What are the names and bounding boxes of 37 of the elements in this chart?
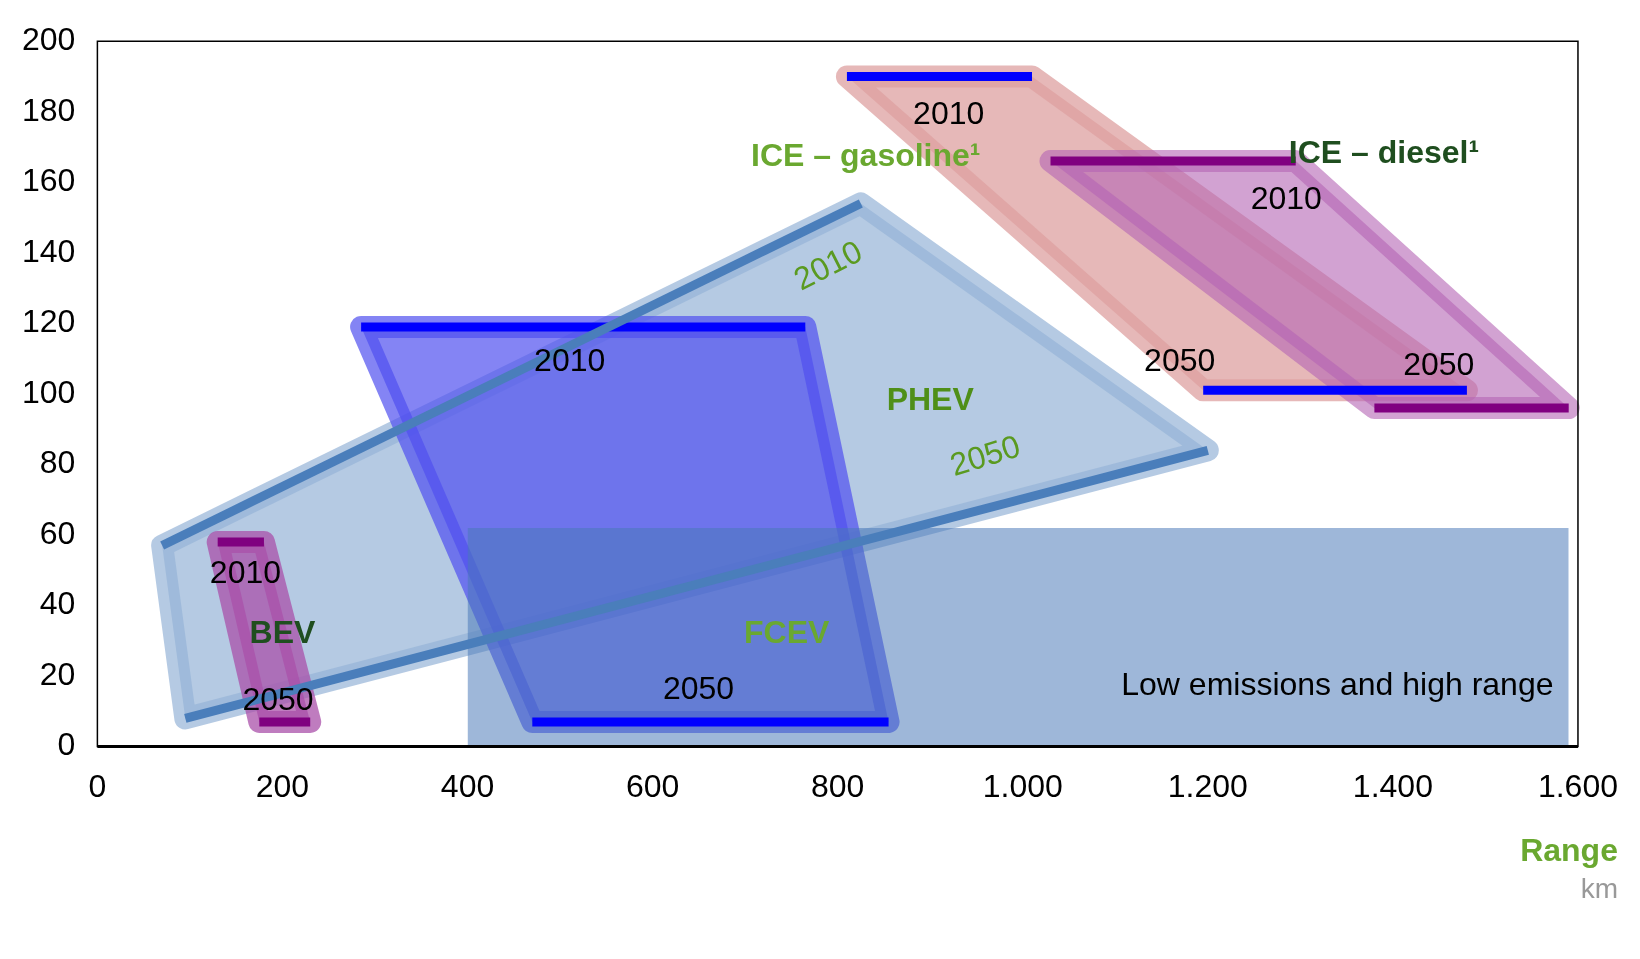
y-tick-label: 100 [22,373,76,410]
y-tick-label: 160 [22,162,76,199]
x-tick-label: 200 [255,767,310,804]
annotation: FCEV [744,613,831,650]
annotation: 2050 [242,680,314,717]
annotation: ICE – gasoline¹ [751,137,981,174]
x-tick-label: 1.600 [1537,767,1618,804]
x-tick-label: 1.400 [1352,767,1433,804]
x-tick-label: 1.200 [1167,767,1248,804]
annotation: 2010 [209,553,282,590]
y-tick-label: 180 [22,91,76,128]
y-tick-label: 120 [22,303,76,340]
y-tick-label: 200 [22,21,76,58]
annotation: Low emissions and high range [1121,666,1554,703]
annotation: 2010 [787,232,868,298]
annotation: 2050 [662,670,735,706]
x-tick-label: 400 [440,767,495,804]
y-tick-label: 60 [39,514,76,551]
annotation: 2050 [945,427,1025,484]
annotation: 2010 [1250,179,1322,216]
text: km [1580,873,1618,905]
x-tick-label: 800 [810,767,865,804]
y-tick-label: 40 [39,585,76,622]
annotation: ICE – diesel¹ [1288,133,1480,170]
annotation: 2050 [1144,341,1216,378]
x-tick-label: 0 [88,767,107,804]
annotation: 2050 [1403,345,1475,382]
y-tick-label: 80 [39,444,76,481]
x-axis-title: Range [1520,832,1618,869]
y-tick-label: 140 [22,232,76,269]
x-tick-label: 600 [625,767,680,804]
annotation: 2010 [534,341,606,378]
annotation: 2010 [913,95,985,132]
y-tick-label: 20 [39,655,76,692]
annotation: PHEV [886,380,975,417]
x-tick-label: 1.000 [982,767,1063,804]
y-tick-label: 0 [57,726,76,763]
